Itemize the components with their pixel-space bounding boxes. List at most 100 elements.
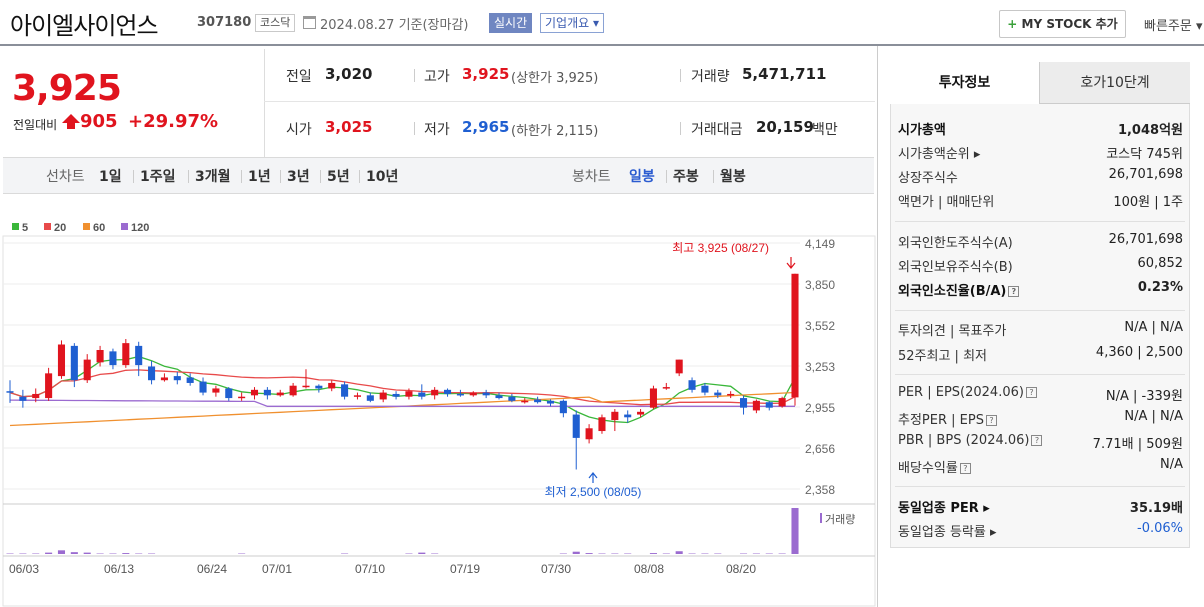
range-tab-5[interactable]: 5년 <box>327 169 350 185</box>
add-my-stock-label: MY STOCK 추가 <box>1021 17 1118 31</box>
help-icon[interactable]: ? <box>1008 286 1020 297</box>
amount-unit: 백만 <box>812 122 838 138</box>
volume-bar <box>45 552 53 554</box>
candle-tab-2[interactable]: 월봉 <box>720 169 746 185</box>
candle <box>238 396 246 399</box>
top-header-bar <box>0 0 1204 46</box>
x-tick-label: 07/30 <box>541 562 571 576</box>
invest-row-key: 추정PER | EPS? <box>898 409 997 428</box>
invest-row-key: 동일업종 등락률 ▸ <box>898 521 997 540</box>
invest-row-value: 7.71배 | 509원 <box>1092 437 1183 452</box>
volume-bar <box>585 553 593 554</box>
help-icon[interactable]: ? <box>959 463 971 474</box>
candle <box>199 381 207 393</box>
high-value: 3,925 <box>462 65 510 83</box>
candle <box>83 359 91 381</box>
candle <box>688 380 696 390</box>
candle <box>585 428 593 440</box>
invest-row-key: 외국인보유주식수(B) <box>898 256 1013 275</box>
y-tick-label: 3,850 <box>805 278 835 292</box>
candle <box>45 373 53 399</box>
candle <box>366 395 374 401</box>
price-chart[interactable]: 4,149 3,850 3,552 3,253 2,955 2,656 2,358 06/03… <box>0 196 876 607</box>
change-value: 905 <box>80 111 118 132</box>
invest-row-label: 시가총액 <box>898 123 946 138</box>
invest-row-key: 시가총액순위 ▸ <box>898 143 980 162</box>
up-arrow-icon <box>62 114 80 123</box>
candle <box>353 395 361 397</box>
separator <box>680 122 681 135</box>
candle <box>32 393 40 399</box>
candle <box>148 366 156 381</box>
candle <box>482 392 490 396</box>
separator <box>188 170 189 183</box>
panel-divider <box>877 46 878 607</box>
candle <box>186 377 194 383</box>
quick-order-button[interactable]: 빠른주문 ▾ <box>1144 19 1203 34</box>
separator <box>320 170 321 183</box>
tab-invest-info[interactable]: 투자정보 <box>890 62 1040 104</box>
range-tab-6[interactable]: 10년 <box>366 169 399 185</box>
invest-row-value: N/A <box>1160 457 1183 472</box>
candle <box>444 389 452 394</box>
candle <box>96 349 104 363</box>
candle <box>675 359 683 374</box>
prev-close-label: 전일 <box>286 69 312 85</box>
x-tick-label: 06/03 <box>9 562 39 576</box>
candle <box>572 414 580 438</box>
candle <box>19 396 27 401</box>
volume-bar <box>70 552 78 554</box>
range-tab-3[interactable]: 1년 <box>248 169 271 185</box>
help-icon[interactable]: ? <box>1031 435 1043 446</box>
candle-tab-0[interactable]: 일봉 <box>629 169 655 185</box>
invest-info-panel <box>890 62 1190 548</box>
candle <box>302 385 310 388</box>
row-divider <box>895 374 1185 375</box>
invest-row-value: 0.23% <box>1137 280 1183 295</box>
chart-frame <box>2 235 876 607</box>
invest-row-label: 외국인보유주식수(B) <box>898 260 1013 275</box>
invest-row-value: 코스닥 745위 <box>1106 147 1183 162</box>
candle <box>521 400 529 403</box>
invest-row-label: 배당수익률 <box>898 461 958 476</box>
range-tab-1[interactable]: 1주일 <box>140 169 176 185</box>
volume-value: 5,471,711 <box>742 65 827 83</box>
x-tick-label: 08/20 <box>726 562 756 576</box>
help-icon[interactable]: ? <box>985 415 997 426</box>
company-overview-dropdown[interactable]: 기업개요 ▾ <box>540 13 604 33</box>
y-tick-label: 4,149 <box>805 237 835 251</box>
change-percent: +29.97% <box>128 111 219 132</box>
x-tick-label: 07/01 <box>262 562 292 576</box>
invest-row-label: PER | EPS(2024.06) <box>898 385 1024 400</box>
low-value: 2,965 <box>462 118 510 136</box>
ma-legend-label: 20 <box>54 222 66 234</box>
candle-tab-1[interactable]: 주봉 <box>673 169 699 185</box>
separator <box>280 170 281 183</box>
ma-legend-swatch <box>12 223 19 230</box>
ma-line-60 <box>9 391 796 427</box>
up-arrow-icon-stem <box>67 123 75 129</box>
tab-orderbook[interactable]: 호가10단계 <box>1040 62 1190 104</box>
x-tick-label: 06/13 <box>104 562 134 576</box>
row-divider <box>895 486 1185 487</box>
separator <box>666 170 667 183</box>
invest-row-value: 4,360 | 2,500 <box>1095 345 1183 360</box>
range-tab-4[interactable]: 3년 <box>287 169 310 185</box>
candle <box>456 393 464 396</box>
candle <box>778 398 786 407</box>
candle <box>727 393 735 396</box>
help-icon[interactable]: ? <box>1025 387 1037 398</box>
range-tab-0[interactable]: 1일 <box>99 169 122 185</box>
range-tab-2[interactable]: 3개월 <box>195 169 231 185</box>
y-tick-label: 2,358 <box>805 483 835 497</box>
separator <box>359 170 360 183</box>
add-my-stock-button[interactable]: + MY STOCK 추가 <box>999 10 1126 38</box>
candle <box>624 414 632 418</box>
candle <box>328 382 336 389</box>
invest-row-label: 시가총액순위 ▸ <box>898 147 981 162</box>
realtime-button[interactable]: 실시간 <box>489 13 533 33</box>
candle <box>739 398 748 408</box>
ma-legend-label: 120 <box>131 222 149 234</box>
x-tick-label: 06/24 <box>197 562 227 576</box>
current-price: 3,925 <box>12 68 122 109</box>
